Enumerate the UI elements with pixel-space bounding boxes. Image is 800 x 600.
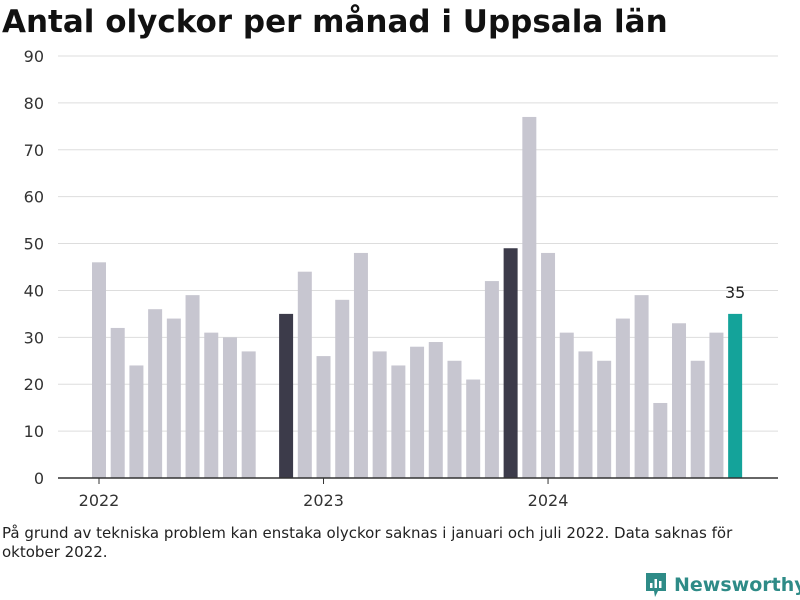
bar-2024-06 <box>634 295 649 478</box>
bar-2024-10 <box>709 332 724 478</box>
brand-name: Newsworthy <box>674 574 800 596</box>
bar-2022-04 <box>148 309 163 478</box>
y-tick-label: 90 <box>24 47 44 66</box>
bar-2022-05 <box>166 318 181 478</box>
bar-2023-09 <box>466 379 481 478</box>
y-tick-label: 60 <box>24 188 44 207</box>
footnote: På grund av tekniska problem kan enstaka… <box>2 524 733 561</box>
bar-2022-03 <box>129 365 144 478</box>
bar-2023-06 <box>410 346 425 478</box>
chart-title: Antal olyckor per månad i Uppsala län <box>2 4 668 40</box>
bar-2024-04 <box>597 360 612 478</box>
bar-2023-04 <box>372 351 387 478</box>
bar-2022-07 <box>204 332 219 478</box>
bar-2024-11 <box>728 313 743 478</box>
bar-2022-12 <box>297 271 312 478</box>
bar-2024-03 <box>578 351 593 478</box>
bar-chart: 0 10 20 30 40 50 60 70 80 90 2022 2023 2024 35 <box>24 47 778 510</box>
bar-2024-05 <box>615 318 630 478</box>
bar-2023-03 <box>353 252 368 478</box>
bar-2023-07 <box>428 342 443 478</box>
y-tick-label: 0 <box>34 469 44 488</box>
x-axis: 2022 2023 2024 <box>58 477 778 510</box>
bar-2023-05 <box>391 365 406 478</box>
newsworthy-logo-icon <box>646 573 666 597</box>
y-tick-label: 70 <box>24 141 44 160</box>
bar-2023-01 <box>316 356 331 478</box>
bar-2023-10 <box>484 281 499 478</box>
bar-2023-08 <box>447 360 462 478</box>
y-tick-label: 50 <box>24 235 44 254</box>
x-tick-label: 2022 <box>79 491 120 510</box>
bar-2024-01 <box>541 252 556 478</box>
bar-2024-07 <box>653 402 668 478</box>
bar-2024-08 <box>672 323 687 478</box>
bars <box>92 116 743 478</box>
y-tick-label: 30 <box>24 328 44 347</box>
y-tick-label: 10 <box>24 422 44 441</box>
brand-logo: Newsworthy <box>644 570 800 600</box>
bar-2022-06 <box>185 295 200 478</box>
y-axis-ticks: 0 10 20 30 40 50 60 70 80 90 <box>24 47 44 488</box>
x-tick-label: 2023 <box>303 491 344 510</box>
bar-2024-09 <box>690 360 705 478</box>
data-labels: 35 <box>725 283 745 302</box>
bar-2023-11 <box>503 248 518 478</box>
y-tick-label: 40 <box>24 281 44 300</box>
bar-2022-09 <box>241 351 256 478</box>
bar-2022-01 <box>92 262 106 478</box>
bar-2023-12 <box>522 116 537 478</box>
data-label: 35 <box>725 283 745 302</box>
bar-2023-02 <box>335 299 350 478</box>
x-tick-label: 2024 <box>528 491 569 510</box>
bar-2024-02 <box>559 332 574 478</box>
y-tick-label: 80 <box>24 94 44 113</box>
bar-2022-11 <box>279 313 294 478</box>
bar-2022-02 <box>110 327 125 478</box>
y-tick-label: 20 <box>24 375 44 394</box>
bar-2022-08 <box>222 337 237 478</box>
